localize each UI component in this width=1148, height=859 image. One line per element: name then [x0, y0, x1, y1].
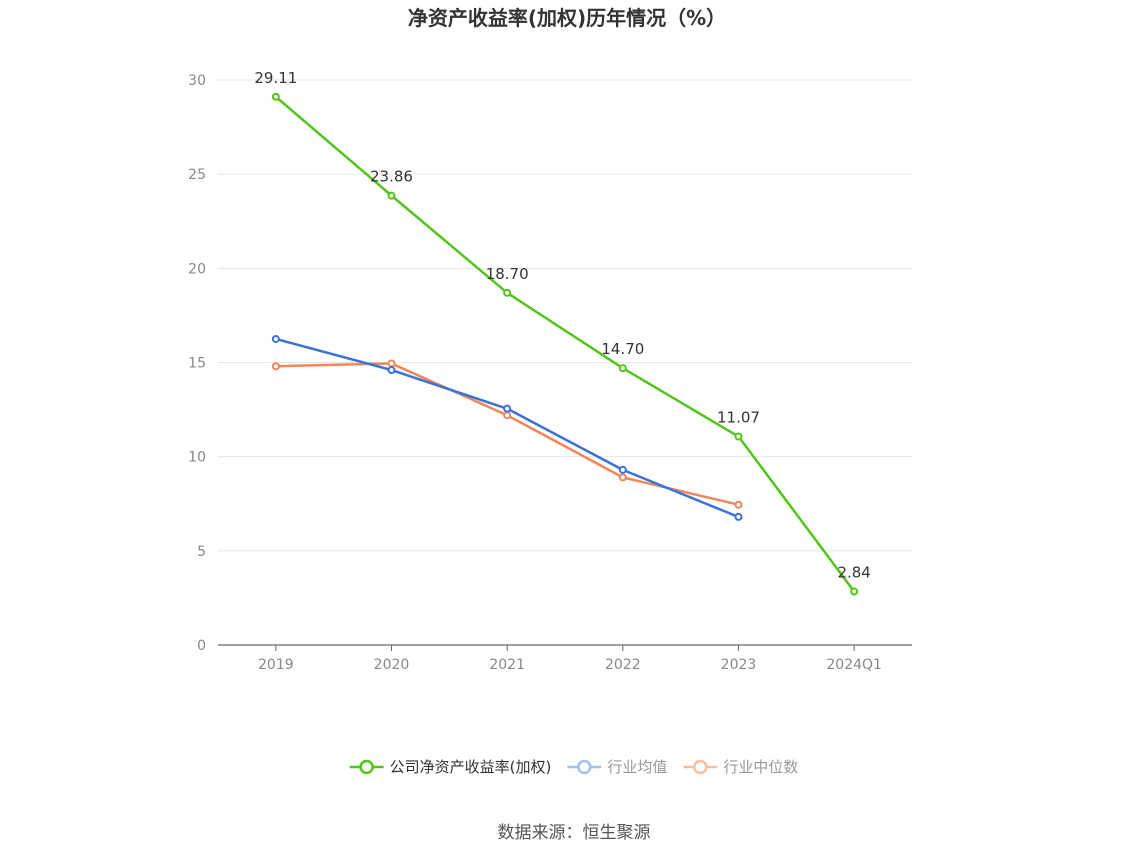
y-tick-label: 15	[188, 356, 206, 372]
legend-item-2[interactable]: 行业中位数	[683, 758, 798, 776]
series-line-0	[275, 95, 856, 593]
data-label: 11.07	[717, 409, 760, 427]
data-point[interactable]	[734, 432, 743, 441]
x-tick-label: 2020	[374, 657, 410, 673]
y-axis: 0 5 10 15 20 25 30	[188, 73, 206, 654]
data-point[interactable]	[734, 512, 743, 521]
data-label: 14.70	[601, 340, 644, 358]
data-label: 29.11	[254, 69, 297, 87]
legend-swatch-marker	[693, 759, 708, 775]
data-point[interactable]	[271, 362, 280, 371]
data-point[interactable]	[503, 404, 512, 413]
legend-swatch-marker	[577, 759, 592, 775]
legend-item-0[interactable]: 公司净资产收益率(加权)	[349, 758, 552, 776]
legend-label: 行业均值	[607, 758, 667, 776]
data-labels: 29.11 23.86 18.70 14.70 11.07 2.84	[254, 69, 871, 582]
data-point[interactable]	[503, 288, 512, 297]
data-point[interactable]	[618, 473, 627, 482]
data-point[interactable]	[618, 465, 627, 474]
source-text: 数据来源：恒生聚源	[498, 823, 651, 843]
x-tick-label: 2021	[489, 657, 525, 673]
chart-title: 净资产收益率(加权)历年情况（%）	[408, 6, 726, 30]
data-point[interactable]	[271, 92, 280, 101]
y-tick-label: 10	[188, 450, 206, 466]
y-tick-label: 0	[197, 638, 206, 654]
series-line-2	[275, 362, 739, 506]
data-point[interactable]	[387, 191, 396, 200]
data-point[interactable]	[850, 587, 859, 596]
legend[interactable]: 公司净资产收益率(加权) 行业均值 行业中位数	[349, 758, 799, 776]
y-tick-label: 30	[188, 73, 206, 89]
grid	[218, 79, 912, 552]
data-point[interactable]	[387, 359, 396, 368]
x-tick-label: 2022	[605, 657, 641, 673]
x-tick-label: 2019	[258, 657, 294, 673]
data-label: 23.86	[370, 168, 413, 186]
legend-label: 公司净资产收益率(加权)	[390, 758, 552, 776]
x-axis: 2019 2020 2021 2022 2023 2024Q1	[218, 644, 912, 673]
y-tick-label: 5	[197, 544, 206, 560]
data-label: 2.84	[837, 564, 870, 582]
y-tick-label: 20	[188, 261, 206, 277]
legend-swatch-marker	[359, 759, 374, 775]
data-point[interactable]	[387, 366, 396, 375]
data-label: 18.70	[486, 265, 529, 283]
data-point[interactable]	[734, 500, 743, 509]
legend-label: 行业中位数	[723, 758, 798, 776]
data-point[interactable]	[271, 334, 280, 343]
data-point[interactable]	[503, 411, 512, 420]
x-tick-label: 2023	[721, 657, 757, 673]
x-tick-label: 2024Q1	[826, 657, 882, 673]
data-point[interactable]	[618, 364, 627, 373]
y-tick-label: 25	[188, 167, 206, 183]
series-layer	[271, 92, 859, 596]
legend-item-1[interactable]: 行业均值	[567, 758, 667, 776]
